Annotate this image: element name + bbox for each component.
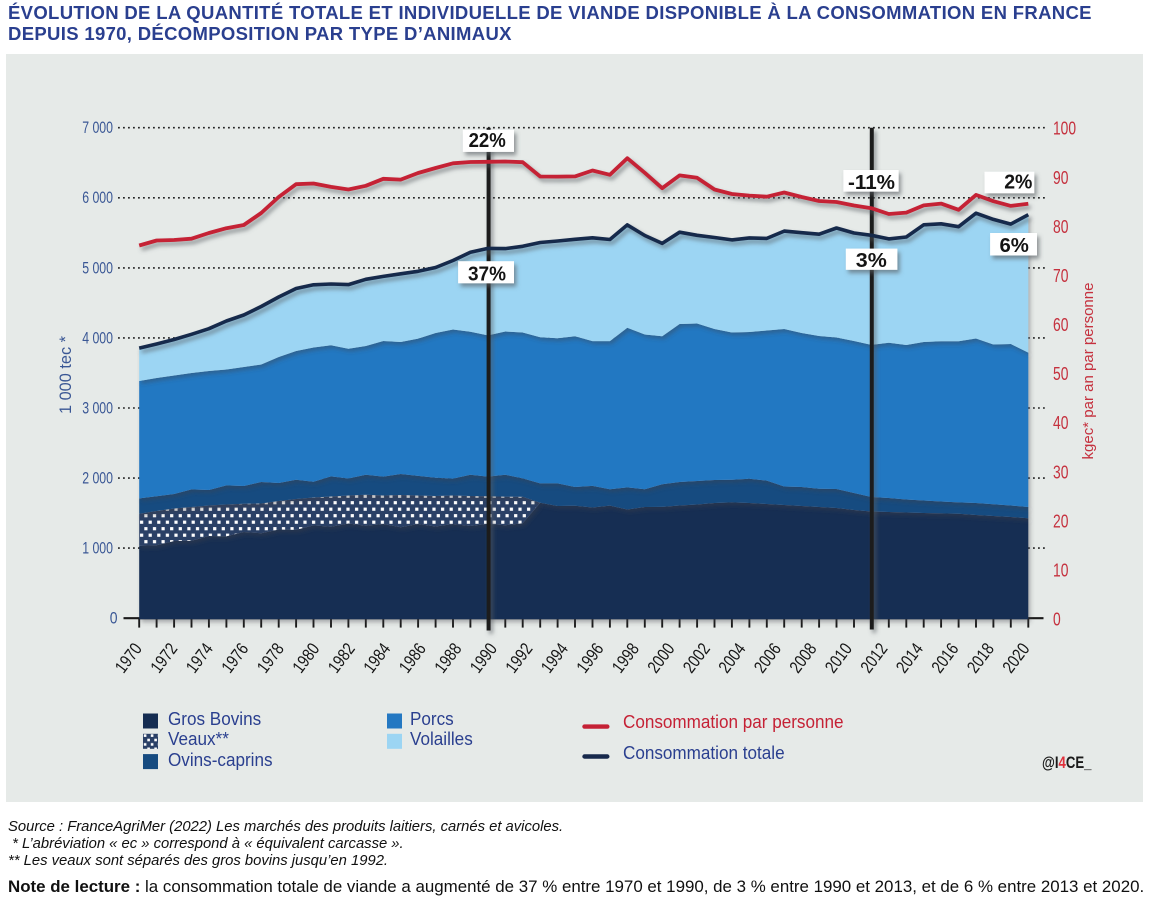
svg-text:1998: 1998 [608, 639, 643, 677]
svg-text:2006: 2006 [750, 639, 785, 677]
svg-text:1988: 1988 [430, 639, 465, 677]
svg-text:2000: 2000 [643, 639, 678, 677]
svg-text:2010: 2010 [821, 639, 856, 677]
svg-text:1976: 1976 [217, 639, 252, 677]
svg-text:6%: 6% [1000, 234, 1029, 257]
svg-text:80: 80 [1053, 216, 1068, 237]
svg-text:4 000: 4 000 [82, 328, 113, 347]
svg-text:1 000 tec *: 1 000 tec * [57, 335, 75, 414]
svg-text:1972: 1972 [146, 639, 181, 677]
svg-text:0: 0 [1053, 609, 1061, 630]
svg-text:2014: 2014 [892, 639, 927, 677]
svg-text:22%: 22% [469, 129, 506, 152]
svg-text:3%: 3% [856, 249, 887, 272]
svg-text:90: 90 [1053, 167, 1068, 188]
svg-text:1970: 1970 [111, 639, 146, 677]
svg-text:1974: 1974 [182, 639, 217, 677]
svg-text:5 000: 5 000 [82, 258, 113, 277]
svg-text:6 000: 6 000 [82, 188, 113, 207]
svg-text:7 000: 7 000 [82, 118, 113, 137]
svg-text:1994: 1994 [537, 639, 572, 677]
svg-text:100: 100 [1053, 118, 1076, 139]
svg-text:2 000: 2 000 [82, 469, 113, 488]
svg-text:2018: 2018 [963, 639, 998, 677]
svg-text:1984: 1984 [359, 639, 394, 677]
svg-text:2020: 2020 [998, 639, 1033, 677]
svg-text:1996: 1996 [572, 639, 607, 677]
svg-text:60: 60 [1053, 314, 1068, 335]
svg-text:1986: 1986 [395, 639, 430, 677]
svg-text:@I4CE_: @I4CE_ [1042, 754, 1092, 772]
svg-text:10: 10 [1053, 559, 1068, 580]
svg-text:2%: 2% [1004, 171, 1032, 194]
svg-text:40: 40 [1053, 412, 1068, 433]
svg-text:0: 0 [110, 609, 118, 628]
svg-text:1978: 1978 [253, 639, 288, 677]
svg-text:2002: 2002 [679, 639, 714, 677]
svg-text:1992: 1992 [501, 639, 536, 677]
svg-text:1990: 1990 [466, 639, 501, 677]
svg-text:20: 20 [1053, 510, 1068, 531]
svg-text:50: 50 [1053, 363, 1068, 384]
svg-text:2008: 2008 [785, 639, 820, 677]
svg-text:1980: 1980 [288, 639, 323, 677]
svg-text:-11%: -11% [848, 171, 895, 194]
svg-text:3 000: 3 000 [82, 398, 113, 417]
svg-text:70: 70 [1053, 265, 1068, 286]
svg-text:30: 30 [1053, 461, 1068, 482]
svg-text:37%: 37% [468, 262, 506, 285]
svg-text:2012: 2012 [856, 639, 891, 677]
svg-text:kgec* par an par personne: kgec* par an par personne [1080, 283, 1097, 460]
svg-text:1982: 1982 [324, 639, 359, 677]
svg-text:2016: 2016 [927, 639, 962, 677]
svg-text:2004: 2004 [714, 639, 749, 677]
svg-text:1 000: 1 000 [82, 539, 113, 558]
